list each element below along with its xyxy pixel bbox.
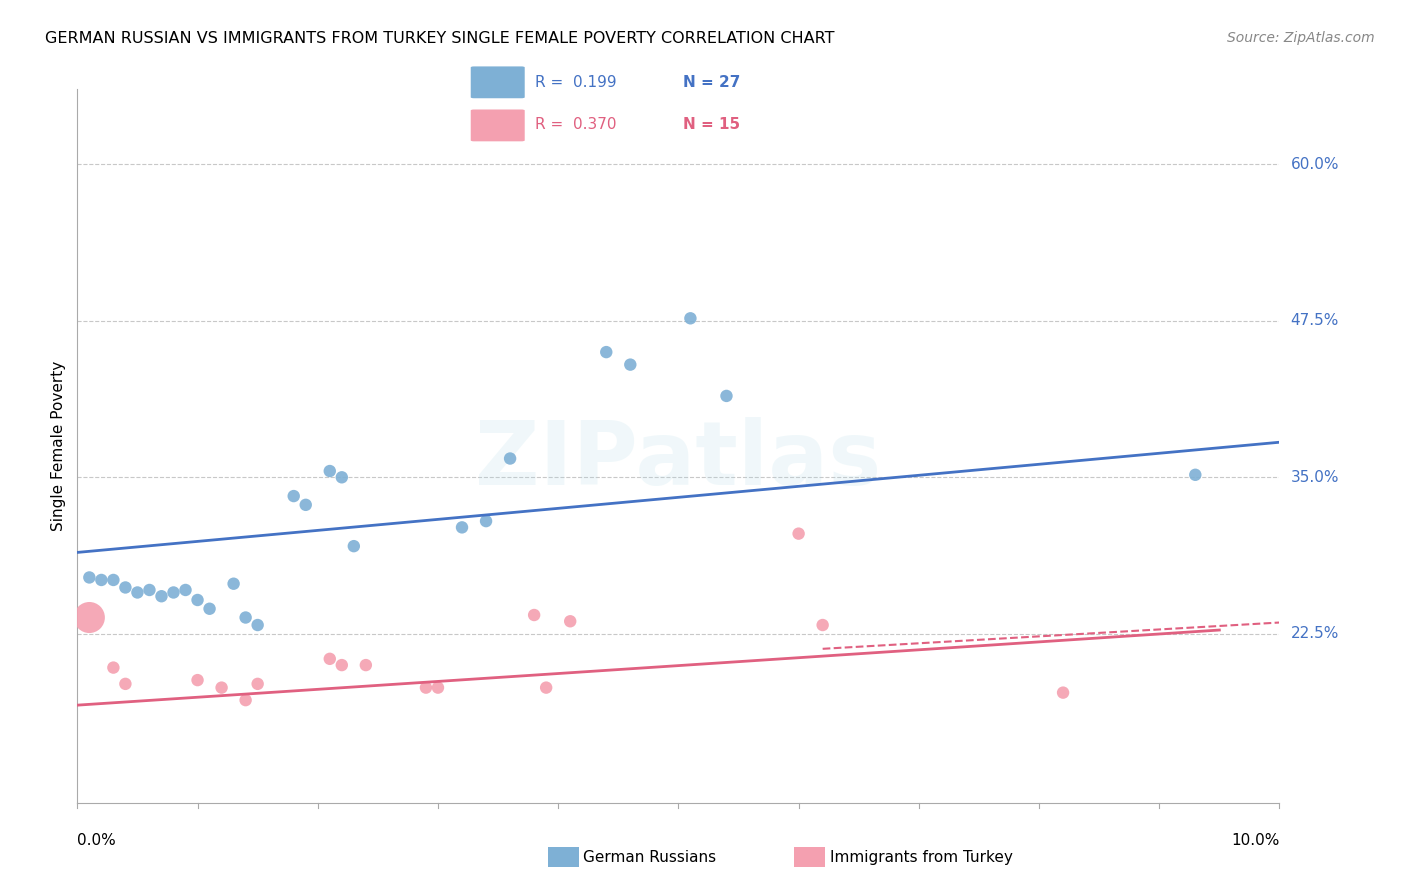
Point [343,539,366,553]
Point [103,660,125,674]
Point [475,514,498,528]
Point [90,573,112,587]
Point [283,489,305,503]
Point [716,389,738,403]
Point [330,470,353,484]
Point [319,652,342,666]
Point [127,585,149,599]
Point [186,673,209,687]
FancyBboxPatch shape [471,110,524,141]
Point [79,610,101,624]
Text: GERMAN RUSSIAN VS IMMIGRANTS FROM TURKEY SINGLE FEMALE POVERTY CORRELATION CHART: GERMAN RUSSIAN VS IMMIGRANTS FROM TURKEY… [45,31,835,46]
Point [150,589,173,603]
Point [534,681,557,695]
Point [1184,467,1206,482]
Point [103,573,125,587]
Text: N = 27: N = 27 [683,75,741,90]
Point [174,582,197,597]
Point [198,601,221,615]
Point [186,593,209,607]
Text: German Russians: German Russians [583,850,717,864]
Text: 60.0%: 60.0% [1291,157,1339,172]
Text: R =  0.370: R = 0.370 [534,117,616,132]
Text: 35.0%: 35.0% [1291,470,1339,484]
Point [1052,685,1074,699]
Point [79,570,101,584]
Text: 47.5%: 47.5% [1291,313,1339,328]
Text: ZIPatlas: ZIPatlas [475,417,882,504]
Point [330,658,353,673]
Point [222,576,245,591]
Point [235,693,257,707]
Text: 22.5%: 22.5% [1291,626,1339,641]
Text: 0.0%: 0.0% [77,833,117,848]
Point [114,581,136,595]
Point [319,464,342,478]
Point [415,681,437,695]
Point [138,582,160,597]
Point [619,358,641,372]
Point [162,585,184,599]
Point [787,526,810,541]
Text: Immigrants from Turkey: Immigrants from Turkey [830,850,1012,864]
Point [354,658,377,673]
Y-axis label: Single Female Poverty: Single Female Poverty [51,361,66,531]
FancyBboxPatch shape [471,66,524,98]
Point [595,345,617,359]
Point [427,681,450,695]
Point [523,607,546,622]
Point [246,677,269,691]
Point [451,520,474,534]
Point [811,618,834,632]
Text: 10.0%: 10.0% [1232,833,1279,848]
Text: Source: ZipAtlas.com: Source: ZipAtlas.com [1227,31,1375,45]
Point [679,311,702,326]
Text: R =  0.199: R = 0.199 [534,75,616,90]
Point [294,498,316,512]
Point [246,618,269,632]
Point [560,614,582,628]
Text: N = 15: N = 15 [683,117,741,132]
Point [499,451,522,466]
Point [211,681,233,695]
Point [235,610,257,624]
Point [114,677,136,691]
